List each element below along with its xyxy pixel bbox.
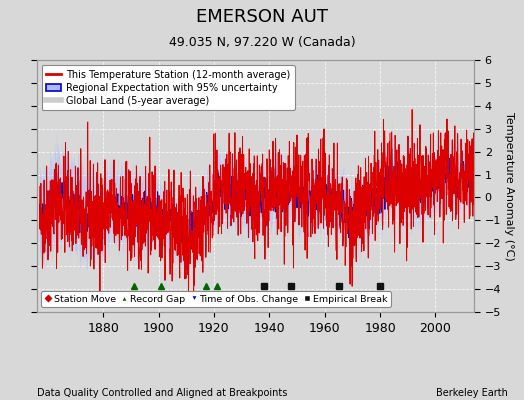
- Text: EMERSON AUT: EMERSON AUT: [196, 8, 328, 26]
- Text: 49.035 N, 97.220 W (Canada): 49.035 N, 97.220 W (Canada): [169, 36, 355, 49]
- Legend: Station Move, Record Gap, Time of Obs. Change, Empirical Break: Station Move, Record Gap, Time of Obs. C…: [41, 291, 391, 307]
- Text: Data Quality Controlled and Aligned at Breakpoints: Data Quality Controlled and Aligned at B…: [37, 388, 287, 398]
- Text: Berkeley Earth: Berkeley Earth: [436, 388, 508, 398]
- Y-axis label: Temperature Anomaly (°C): Temperature Anomaly (°C): [504, 112, 514, 260]
